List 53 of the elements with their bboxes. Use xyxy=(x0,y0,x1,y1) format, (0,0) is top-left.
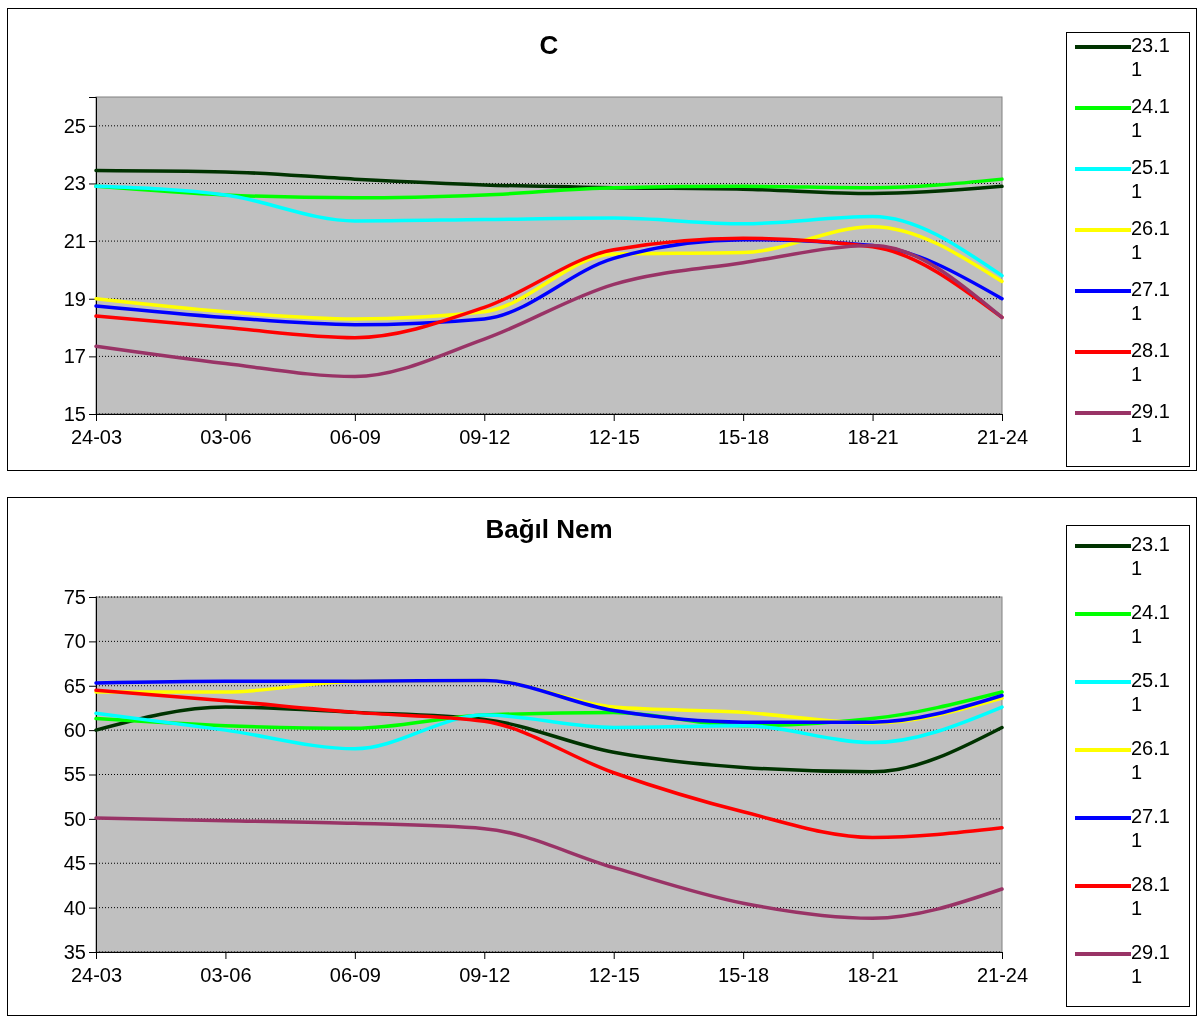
legend-label: 26.11 xyxy=(1131,736,1171,784)
legend-label: 28.11 xyxy=(1131,872,1171,920)
y-tick-label: 75 xyxy=(63,585,86,608)
legend-label: 24.11 xyxy=(1131,94,1171,142)
x-tick-label: 06-09 xyxy=(329,426,381,448)
y-tick-label: 35 xyxy=(63,940,86,963)
legend-label: 28.11 xyxy=(1131,338,1171,386)
x-tick-label: 03-06 xyxy=(200,426,252,448)
y-tick-label: 50 xyxy=(63,807,86,830)
y-tick-label: 15 xyxy=(63,402,86,425)
line-series xyxy=(94,224,1004,321)
x-tick-label: 18-21 xyxy=(847,964,899,986)
x-tick-label: 12-15 xyxy=(588,426,640,448)
y-tick-label: 23 xyxy=(63,172,86,195)
x-tick-label: 18-21 xyxy=(847,426,899,448)
legend-label: 24.11 xyxy=(1131,600,1171,648)
legend-label: 29.11 xyxy=(1131,940,1171,988)
x-tick-label: 15-18 xyxy=(718,426,770,448)
y-tick-label: 17 xyxy=(63,345,86,368)
line-series xyxy=(94,705,1004,751)
x-tick-label: 21-24 xyxy=(976,964,1029,986)
x-tick-label: 21-24 xyxy=(976,426,1029,448)
line-series xyxy=(94,184,1004,278)
legend-label: 27.11 xyxy=(1131,277,1171,325)
y-tick-label: 45 xyxy=(63,852,86,875)
y-tick-label: 60 xyxy=(63,719,86,742)
chart-title: Bağıl Nem xyxy=(485,514,613,544)
x-tick-label: 09-12 xyxy=(459,426,511,448)
line-series xyxy=(94,688,1004,840)
x-tick-label: 24-03 xyxy=(70,964,123,986)
y-tick-label: 70 xyxy=(63,630,86,653)
legend-label: 23.11 xyxy=(1131,532,1171,580)
y-tick-label: 19 xyxy=(63,287,86,310)
y-tick-label: 65 xyxy=(63,674,86,697)
line-series xyxy=(94,243,1004,379)
x-tick-label: 09-12 xyxy=(459,964,511,986)
y-tick-label: 25 xyxy=(63,114,86,137)
chart-title: C xyxy=(539,30,559,60)
x-tick-label: 24-03 xyxy=(70,426,123,448)
y-tick-label: 40 xyxy=(63,896,86,919)
y-tick-label: 21 xyxy=(63,229,86,252)
legend-label: 23.11 xyxy=(1131,33,1171,81)
legend-label: 27.11 xyxy=(1131,804,1171,852)
x-tick-label: 15-18 xyxy=(718,964,770,986)
legend-label: 25.11 xyxy=(1131,155,1171,203)
line-series xyxy=(94,816,1004,921)
legend-label: 25.11 xyxy=(1131,668,1171,716)
x-tick-label: 12-15 xyxy=(588,964,640,986)
y-tick-label: 55 xyxy=(63,763,86,786)
x-tick-label: 03-06 xyxy=(200,964,252,986)
legend-label: 26.11 xyxy=(1131,216,1171,264)
legend-label: 29.11 xyxy=(1131,399,1171,447)
x-tick-label: 06-09 xyxy=(329,964,381,986)
